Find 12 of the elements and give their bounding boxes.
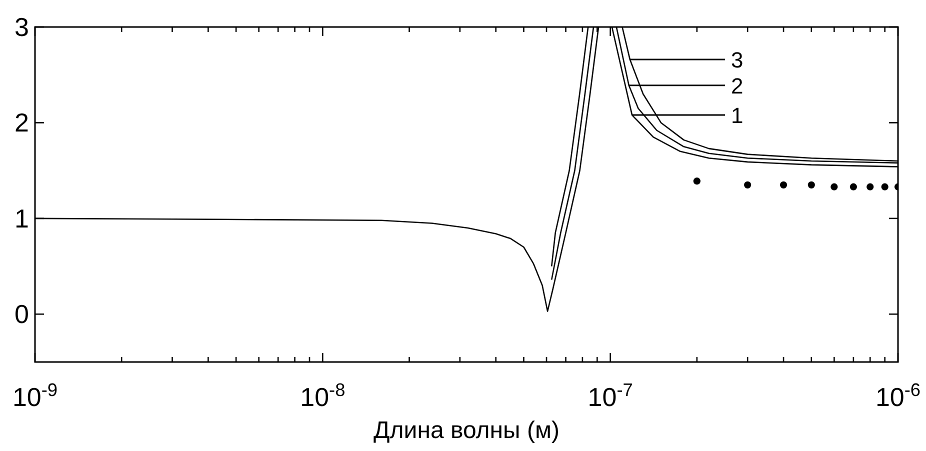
y-tick-label: 3 — [14, 12, 29, 42]
x-tick-label: 10$^{-9}$ — [12, 380, 58, 412]
x-tick-label: 10$^{-8}$ — [300, 380, 346, 412]
x-tick-label: 10$^{-7}$ — [588, 380, 633, 412]
y-tick-label: 2 — [14, 108, 29, 138]
y-tick-label: 1 — [14, 203, 29, 234]
y-tick-label: 0 — [14, 299, 29, 330]
legend-label: 3 — [731, 48, 744, 73]
legend-label: 2 — [731, 73, 744, 98]
legend-label: 1 — [731, 103, 744, 128]
x-axis-title: Длина волны (м) — [374, 417, 560, 444]
x-tick-label: 10$^{-6}$ — [875, 380, 921, 412]
